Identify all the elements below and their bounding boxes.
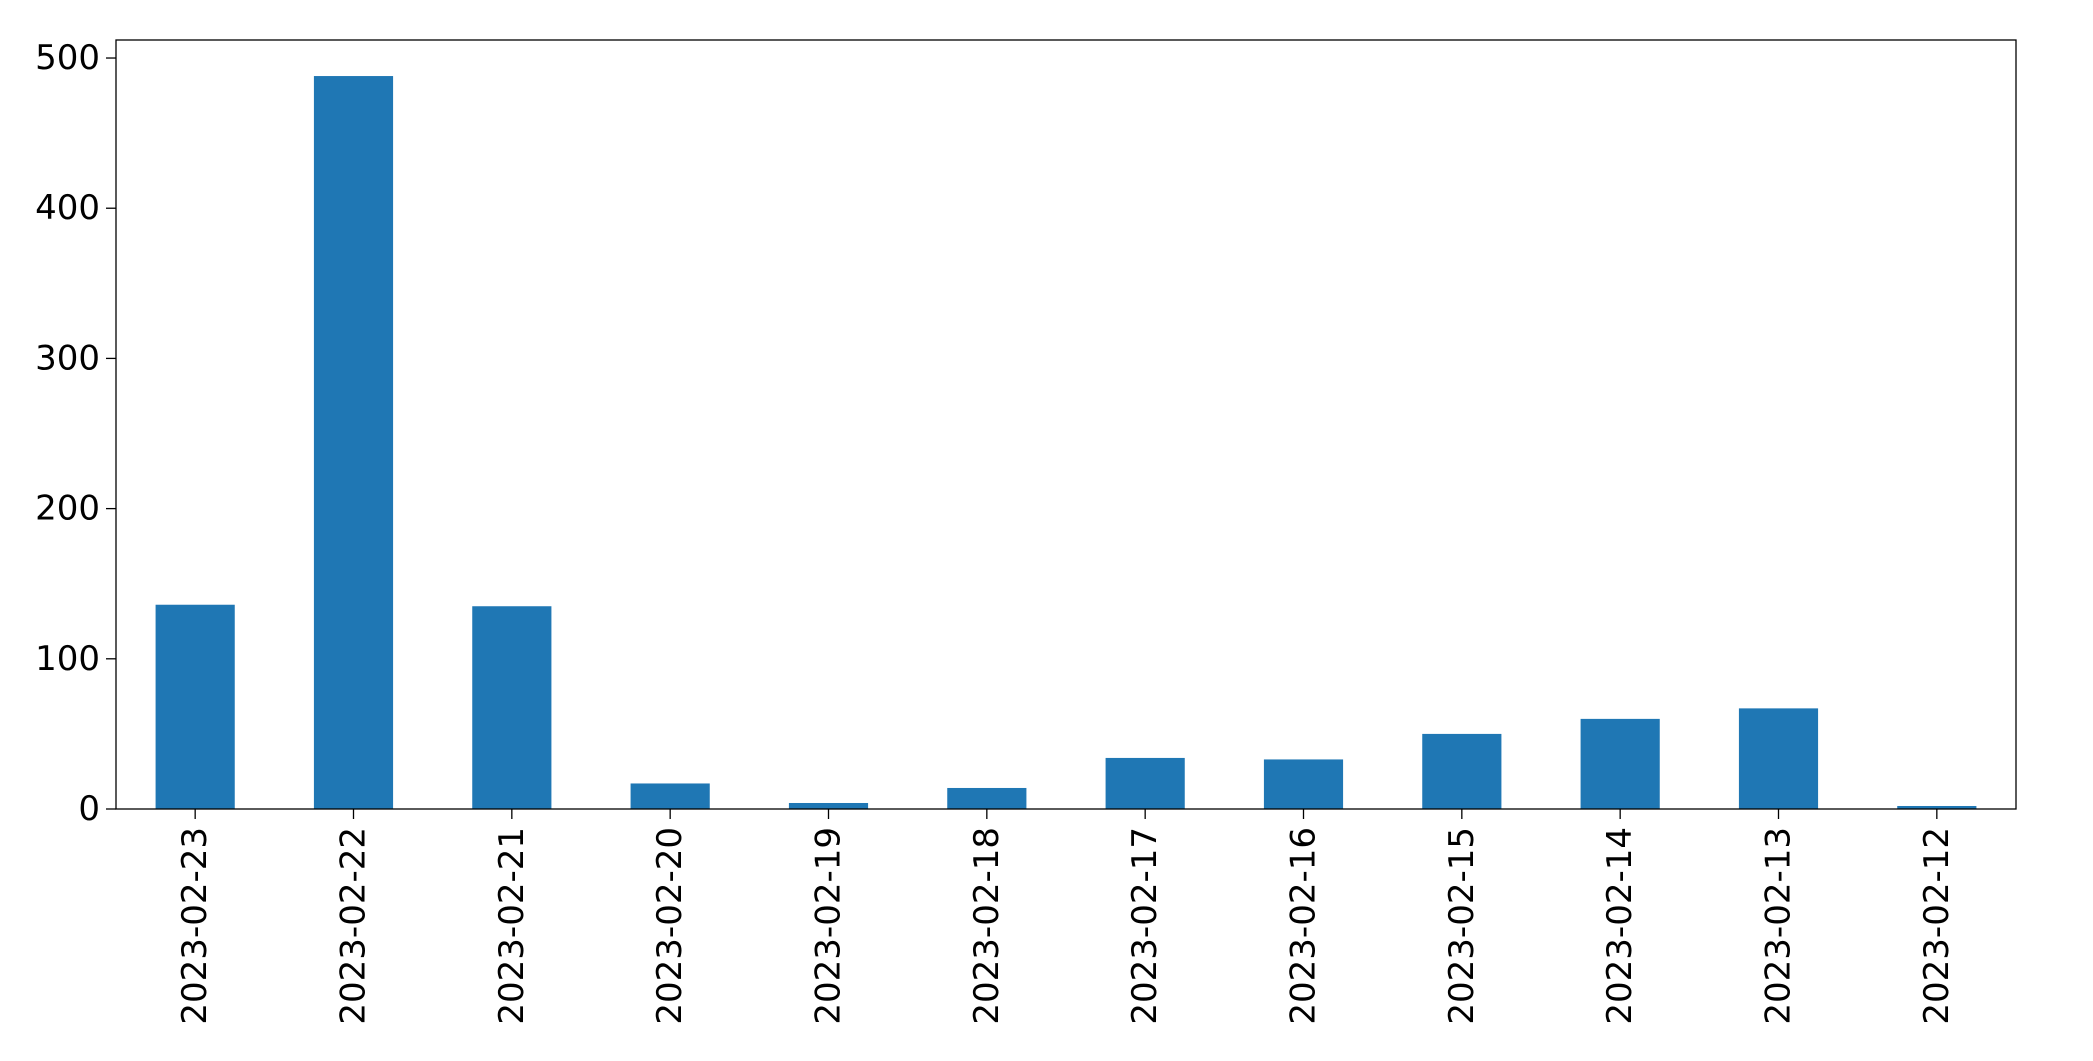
y-tick-label: 200 (35, 489, 100, 529)
bar (630, 783, 710, 809)
bar (947, 787, 1027, 809)
bar (1580, 718, 1660, 809)
bar (1263, 759, 1344, 809)
plot-frame (115, 39, 2017, 810)
bar (788, 802, 869, 809)
bar (1105, 757, 1185, 809)
x-tick-label: 2023-02-17 (1125, 827, 1165, 1025)
x-tick-label: 2023-02-21 (492, 827, 532, 1025)
y-tick-label: 0 (78, 789, 100, 829)
bar (313, 76, 394, 809)
y-tick-label: 100 (35, 639, 100, 679)
x-tick-label: 2023-02-13 (1759, 827, 1799, 1025)
bar (1738, 708, 1819, 809)
x-tick-label: 2023-02-16 (1284, 827, 1324, 1025)
x-tick-label: 2023-02-14 (1600, 827, 1640, 1025)
y-tick-label: 500 (35, 38, 100, 78)
x-tick-label: 2023-02-12 (1917, 827, 1957, 1025)
y-tick-label: 300 (35, 338, 100, 378)
bar (472, 606, 552, 809)
bar (1422, 733, 1502, 809)
x-tick-label: 2023-02-22 (334, 827, 374, 1025)
bar (1897, 805, 1977, 809)
x-tick-label: 2023-02-20 (650, 827, 690, 1025)
x-tick-label: 2023-02-19 (809, 827, 849, 1025)
x-tick-label: 2023-02-15 (1442, 827, 1482, 1025)
bar (155, 604, 235, 809)
y-tick-label: 400 (35, 188, 100, 228)
x-tick-label: 2023-02-23 (175, 827, 215, 1025)
x-tick-label: 2023-02-18 (967, 827, 1007, 1025)
